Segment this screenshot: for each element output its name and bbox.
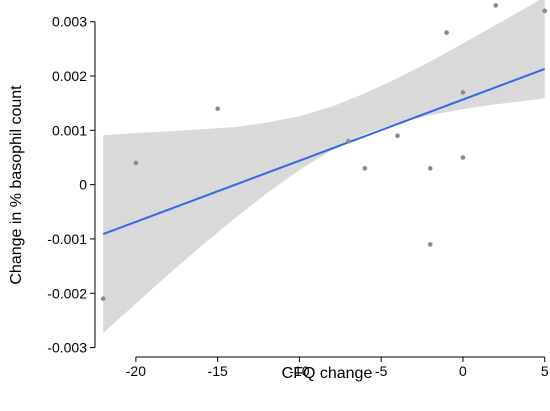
data-point [542,8,548,14]
axes-layer: -20 -15 -10 -5 0 5 -0.003 -0.002 -0.001 0 0.001 0.0… [47,14,549,379]
data-point [100,296,106,301]
x-tick-label: -10 [289,363,309,379]
x-tick-label: -15 [208,363,228,379]
x-tick-label: -5 [375,363,388,379]
fit-line [102,68,546,236]
data-point [395,133,400,139]
x-tick-label: -20 [126,363,146,379]
data-point [362,166,368,171]
data-point [427,242,433,247]
y-tick-label: -0.002 [47,285,87,301]
y-tick-label: 0.002 [52,68,87,84]
y-axis-title: Change in % basophil count [8,85,25,285]
data-point [460,155,466,160]
data-point [444,30,449,35]
confidence-band [103,0,545,333]
y-tick-label: 0.001 [52,122,87,138]
data-point [215,106,220,111]
y-tick-label: 0.003 [52,14,87,30]
data-point [133,160,139,166]
fit-line-layer [102,68,546,236]
data-point [460,90,466,95]
confidence-band-layer [103,0,545,333]
data-point [427,166,433,171]
y-tick-label: -0.001 [47,231,87,247]
x-tick-label: 0 [459,363,467,379]
x-axis-title: CFQ change [282,365,373,382]
data-point [346,138,351,144]
y-tick-label: -0.003 [47,340,87,356]
y-tick-label: 0 [79,177,87,193]
data-point [493,3,498,8]
x-tick-label: 5 [541,363,549,379]
points-layer [100,3,548,301]
